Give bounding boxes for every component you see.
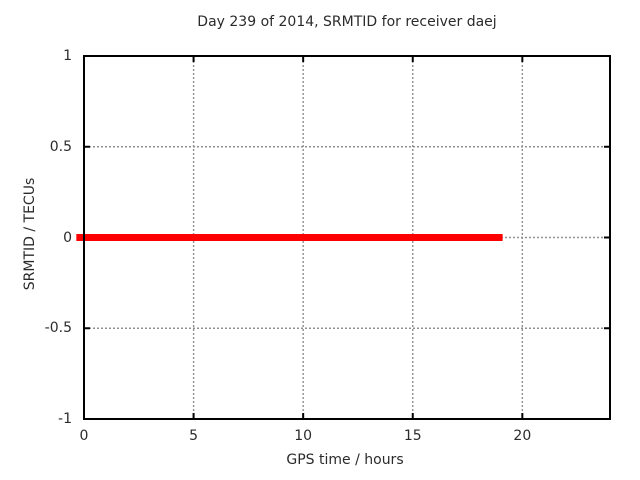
y-tick-label: -0.5 xyxy=(44,320,72,337)
y-tick-label: 0.5 xyxy=(49,138,72,155)
x-tick-label: 5 xyxy=(189,428,199,444)
plot-border xyxy=(83,55,611,420)
x-tick-label: 10 xyxy=(294,428,313,444)
y-tick-label: 0 xyxy=(63,229,72,246)
x-tick-label: 0 xyxy=(79,428,89,444)
x-tick-label: 15 xyxy=(403,428,422,444)
chart-title: Day 239 of 2014, SRMTID for receiver dae… xyxy=(197,14,497,30)
x-axis-label: GPS time / hours xyxy=(286,452,404,468)
y-tick-label: -1 xyxy=(58,411,72,427)
x-tick-label: 20 xyxy=(513,428,532,444)
y-tick-label: 1 xyxy=(63,48,72,64)
